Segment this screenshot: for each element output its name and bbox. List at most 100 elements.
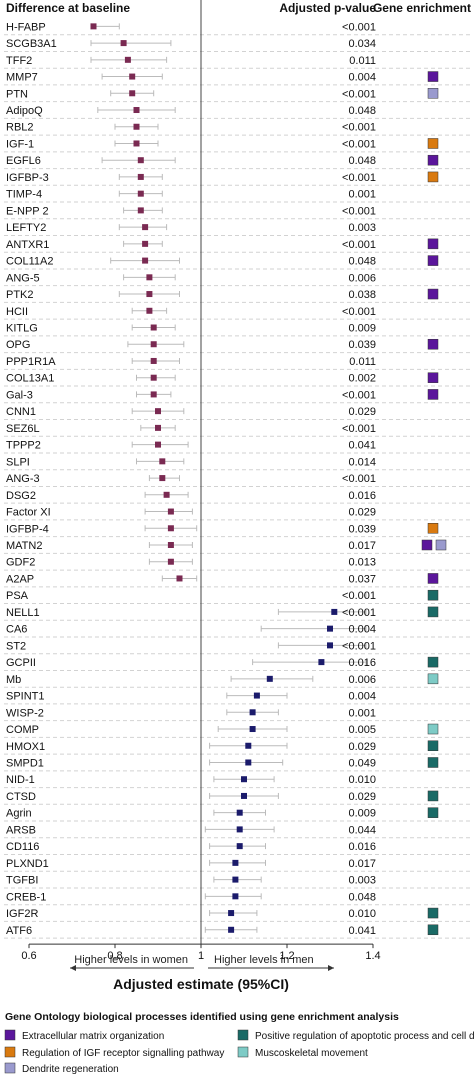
forest-row-creb-1: CREB-1 0.048 [4,891,470,906]
estimate-marker [241,776,247,783]
row-label: ATF6 [6,925,32,937]
row-label: LEFTY2 [6,222,46,234]
row-label: ANG-3 [6,473,40,485]
row-label: PTK2 [6,289,34,301]
row-label: GDF2 [6,557,35,569]
estimate-marker [327,625,333,632]
forest-row-cd116: CD116 0.016 [4,841,470,855]
row-label: COMP [6,724,39,736]
p-value: 0.029 [348,741,376,753]
enrichment-ecm-marker [427,255,439,266]
estimate-marker [137,173,144,180]
legend-item-apoptotic: Positive regulation of apoptotic process… [237,1029,474,1042]
legend-title: Gene Ontology biological processes ident… [5,1011,399,1023]
estimate-marker [146,274,153,281]
row-label: IGFBP-4 [6,523,49,535]
p-value: 0.011 [349,55,376,67]
estimate-marker [159,475,166,482]
estimate-marker [167,508,174,515]
row-label: ST2 [6,640,26,652]
enrichment-igf-marker [427,138,439,149]
forest-row-a2ap: A2AP 0.037 [4,573,470,588]
p-value: 0.049 [348,757,376,769]
forest-row-tff2: TFF2 0.011 [4,55,470,69]
row-label: GCPII [6,657,36,669]
forest-row-adipoq: AdipoQ 0.048 [4,105,470,119]
p-value: 0.044 [348,824,376,836]
estimate-marker [133,140,140,147]
row-label: TPPP2 [6,440,41,452]
forest-row-dsg2: DSG2 0.016 [4,490,470,504]
enrichment-ecm-marker [427,573,439,584]
column-headers: Difference at baseline Adjusted p-value … [6,1,471,15]
p-value: 0.048 [348,891,376,903]
direction-label-women: Higher levels in women [74,954,188,966]
row-label: COL11A2 [6,256,54,268]
estimate-marker [232,859,239,866]
estimate-marker [176,575,183,582]
estimate-marker [249,709,256,716]
enrichment-igf-marker [427,171,439,183]
p-value: 0.006 [348,674,376,686]
row-label: SPINT1 [6,691,45,703]
estimate-marker [146,291,153,298]
legend-label: Regulation of IGF receptor signalling pa… [22,1048,224,1059]
row-label: ARSB [6,824,36,836]
forest-row-tgfbi: TGFBI 0.003 [4,875,470,889]
forest-row-egfl6: EGFL6 0.048 [4,154,470,170]
forest-row-comp: COMP 0.005 [4,723,470,738]
legend-item-musculo: Muscoskeletal movement [237,1046,368,1059]
row-label: PSA [6,590,29,602]
enrichment-ecm-marker [427,71,439,82]
enrichment-musculo-marker [427,723,439,735]
estimate-marker [129,90,136,97]
estimate-marker [137,157,144,164]
estimate-marker [150,324,157,331]
forest-row-lefty2: LEFTY2 0.003 [4,222,470,236]
enrichment-dendrite-marker [435,539,447,551]
forest-row-col13a1: COL13A1 0.002 [4,372,470,387]
legend-swatch [237,1046,249,1058]
p-value: 0.038 [348,289,376,301]
enrichment-ecm-marker [427,238,439,250]
p-value: 0.004 [348,691,376,703]
row-label: OPG [6,339,30,351]
estimate-marker [236,826,243,833]
row-label: PTN [6,88,28,100]
row-label: RBL2 [6,122,34,134]
enrichment-apoptotic-marker [427,606,439,618]
row-label: CA6 [6,624,27,636]
row-label: E-NPP 2 [6,205,49,217]
p-value: <0.001 [342,423,376,435]
estimate-marker [150,374,157,381]
forest-row-h-fabp: H-FABP <0.001 [4,21,470,36]
legend-swatch [237,1029,249,1041]
estimate-marker [124,56,131,63]
estimate-marker [236,843,243,850]
estimate-marker [133,123,140,130]
p-value: 0.016 [348,657,376,669]
row-label: SLPI [6,456,30,468]
forest-row-col11a2: COL11A2 0.048 [4,255,470,270]
forest-row-hmox1: HMOX1 0.029 [4,740,470,755]
p-value: 0.013 [348,557,376,569]
forest-row-igf2r: IGF2R 0.010 [4,907,470,922]
row-label: Mb [6,674,21,686]
p-value: 0.037 [348,573,376,585]
p-value: 0.016 [348,841,376,853]
forest-row-arsb: ARSB 0.044 [4,824,470,839]
estimate-marker [245,742,252,749]
direction-label-men: Higher levels in men [214,954,314,966]
row-label: PPP1R1A [6,356,56,368]
legend-swatch [4,1029,16,1041]
p-value: <0.001 [342,640,376,652]
row-label: CD116 [6,841,39,853]
header-enrichment: Gene enrichment [373,1,471,15]
enrichment-apoptotic-marker [427,740,439,752]
estimate-marker [167,525,174,532]
row-label: COL13A1 [6,373,54,385]
p-value: 0.048 [348,155,376,167]
row-label: MATN2 [6,540,42,552]
p-value: 0.039 [348,339,376,351]
